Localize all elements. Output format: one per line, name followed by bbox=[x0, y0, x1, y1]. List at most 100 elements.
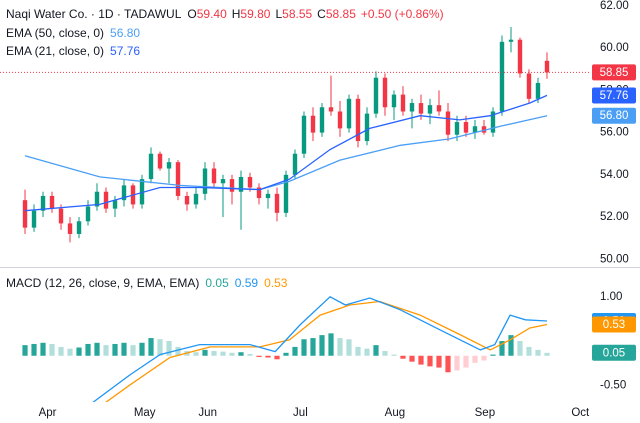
candle-body bbox=[445, 111, 451, 135]
candle-body bbox=[454, 122, 460, 135]
candle-body bbox=[481, 126, 487, 133]
candle-body bbox=[229, 179, 235, 192]
histogram-bar bbox=[481, 355, 487, 361]
histogram-bar bbox=[49, 343, 55, 356]
candle-body bbox=[274, 193, 280, 213]
candle-body bbox=[247, 176, 253, 188]
price-tag-label: 0.05 bbox=[603, 347, 625, 359]
candle-body bbox=[31, 210, 37, 228]
candle-body bbox=[94, 191, 100, 207]
histogram-bar bbox=[247, 353, 253, 356]
histogram-bar bbox=[31, 343, 37, 356]
signal-line bbox=[105, 300, 548, 402]
histogram-bar bbox=[544, 352, 550, 356]
candle-body bbox=[85, 206, 91, 222]
candle-body bbox=[436, 105, 442, 112]
candle-body bbox=[175, 162, 181, 196]
candle-body bbox=[121, 185, 127, 201]
macd-legend: MACD (12, 26, close, 9, EMA, EMA) 0.05 0.5… bbox=[6, 276, 288, 290]
histogram-bar bbox=[463, 355, 469, 368]
histogram-bar bbox=[310, 338, 316, 356]
histogram-bar bbox=[121, 342, 127, 356]
histogram-bar bbox=[400, 355, 406, 359]
x-tick-label: Apr bbox=[39, 407, 57, 419]
candle-body bbox=[382, 77, 388, 108]
histogram-bar bbox=[382, 351, 388, 356]
candle-body bbox=[283, 174, 289, 213]
histogram-bar bbox=[364, 348, 370, 356]
ema-line bbox=[24, 115, 548, 191]
histogram-bar bbox=[211, 351, 217, 356]
candle-body bbox=[391, 94, 397, 108]
price-tag-label: 0.53 bbox=[603, 319, 625, 331]
candle-body bbox=[499, 41, 505, 112]
histogram-bar bbox=[103, 345, 109, 356]
price-tag-label: 58.85 bbox=[600, 67, 629, 79]
histogram-bar bbox=[283, 352, 289, 356]
histogram-bar bbox=[85, 343, 91, 356]
price-tag-label: 57.76 bbox=[600, 90, 629, 102]
histogram-bar bbox=[337, 338, 343, 356]
candle-body bbox=[220, 179, 226, 184]
histogram-bar bbox=[229, 352, 235, 356]
histogram-bar bbox=[427, 355, 433, 367]
candle-body bbox=[427, 105, 433, 114]
candle-body bbox=[238, 176, 244, 192]
ohlc-value: 59.80 bbox=[240, 7, 270, 21]
histogram-bar bbox=[535, 349, 541, 356]
legend-value: 56.80 bbox=[110, 26, 140, 40]
candle-body bbox=[517, 39, 523, 74]
histogram-bar bbox=[319, 335, 325, 356]
ema-line bbox=[24, 94, 548, 212]
histogram-bar bbox=[526, 346, 532, 356]
candle-body bbox=[40, 195, 46, 211]
legend-name: EMA (50, close, 0) bbox=[6, 26, 104, 40]
histogram-bar bbox=[67, 348, 73, 356]
histogram-bar bbox=[328, 333, 334, 356]
candle-body bbox=[346, 98, 352, 129]
histogram-bar bbox=[436, 355, 442, 368]
x-tick-label: Aug bbox=[385, 407, 405, 419]
x-tick-label: Jun bbox=[198, 407, 217, 419]
candle-body bbox=[373, 77, 379, 114]
histogram-bar bbox=[391, 354, 397, 356]
symbol: Naqi Water Co. · 1D · TADAWUL bbox=[6, 7, 182, 21]
histogram-bar bbox=[112, 343, 118, 356]
histogram-bar bbox=[508, 335, 514, 356]
histogram-bar bbox=[445, 355, 451, 373]
legend-entry: EMA (21, close, 0) 57.76 bbox=[6, 44, 140, 58]
histogram-bar bbox=[499, 341, 505, 356]
candle-body bbox=[409, 103, 415, 112]
candle-body bbox=[211, 168, 217, 184]
legend-entry: EMA (50, close, 0) 56.80 bbox=[6, 26, 140, 40]
legend-value: 0.05 bbox=[205, 276, 229, 290]
histogram-bar bbox=[355, 346, 361, 356]
ohlc-key: C bbox=[317, 7, 326, 21]
status-line: Naqi Water Co. · 1D · TADAWUL O59.40 H59.8… bbox=[6, 7, 444, 21]
candle-body bbox=[418, 103, 424, 114]
candle-body bbox=[463, 122, 469, 133]
candle-body bbox=[472, 126, 478, 133]
histogram-bar bbox=[238, 352, 244, 356]
histogram-bar bbox=[256, 355, 262, 357]
change: +0.50 (+0.86%) bbox=[361, 7, 444, 21]
ohlc-value: 58.85 bbox=[326, 7, 356, 21]
histogram-bar bbox=[76, 347, 82, 356]
histogram-bar bbox=[220, 351, 226, 356]
histogram-bar bbox=[472, 355, 478, 363]
legend-value: 0.53 bbox=[264, 276, 288, 290]
histogram-bar bbox=[130, 345, 136, 356]
ohlc-value: 58.55 bbox=[282, 7, 312, 21]
histogram-bar bbox=[490, 354, 496, 356]
ohlc-value: 59.40 bbox=[197, 7, 227, 21]
candle-body bbox=[310, 115, 316, 133]
ohlc-key: O bbox=[187, 7, 196, 21]
candle-body bbox=[265, 193, 271, 199]
y-tick-label: 50.00 bbox=[600, 253, 629, 265]
candle-body bbox=[67, 223, 73, 234]
histogram-bar bbox=[274, 355, 280, 360]
candle-body bbox=[139, 179, 145, 205]
y-tick-label: 54.00 bbox=[600, 169, 629, 181]
y-tick-label: 1.00 bbox=[600, 291, 622, 303]
